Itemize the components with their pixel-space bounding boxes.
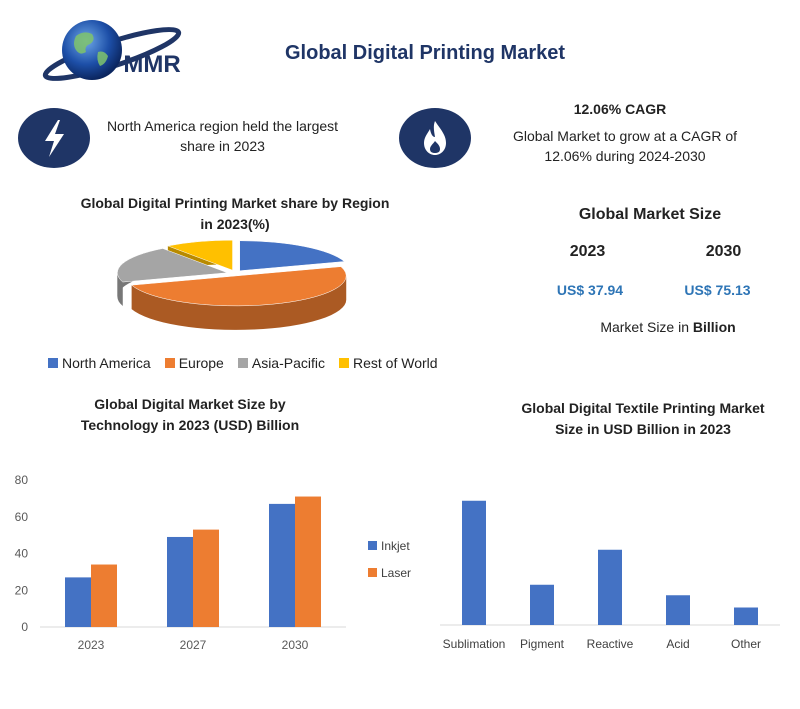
pie-slice-north-america [239,240,345,272]
market-size-value-2030: US$ 75.13 [684,282,751,298]
logo-text: MMR [123,51,180,78]
region-pie-chart [117,239,347,330]
x-tick-label: Other [731,637,761,651]
y-tick-label: 80 [15,473,29,487]
market-size-unit: Market Size in Billion [600,319,736,335]
y-tick-label: 40 [15,547,29,561]
bar-inkjet-2023 [65,577,91,627]
region-share-text: North America region held the largest sh… [106,118,339,154]
bar-pigment [530,584,554,625]
y-tick-label: 20 [15,583,29,597]
x-tick-label: Pigment [520,637,565,651]
lightning-icon [18,108,90,168]
legend-swatch-inkjet [368,541,377,550]
pie-slice-rest-of-world [166,239,233,271]
cagr-title: 12.06% CAGR [573,101,667,117]
market-size-title: Global Market Size [578,206,722,223]
bar-other [734,607,758,625]
textile-bar-chart: Sublimation Pigment Reactive Acid Other [440,500,780,651]
bar-laser-2027 [193,529,219,627]
legend-europe: Europe [164,355,224,371]
bar-laser-2030 [295,496,321,627]
market-size-value-2023: US$ 37.94 [556,282,624,298]
legend-laser: Laser [381,566,411,580]
market-size-year-2030: 2030 [705,243,742,260]
pie-slice-side-1 [131,275,347,330]
bar-laser-2023 [91,564,117,627]
legend-rest-of-world: Rest of World [339,355,438,371]
y-tick-label: 60 [15,510,29,524]
pie-legend: North America Europe Asia-Pacific Rest o… [48,355,438,371]
pie-slice-europe [130,266,347,307]
page-title: Global Digital Printing Market [284,42,566,64]
pie-slice-asia-pacific [117,248,228,283]
x-tick-label: 2027 [180,638,207,652]
bar-acid [666,595,690,625]
y-tick-label: 0 [21,620,28,634]
x-tick-label: 2023 [78,638,105,652]
pie-chart-title: Global Digital Printing Market share by … [80,195,390,232]
cagr-text: Global Market to grow at a CAGR of 12.06… [512,128,738,164]
legend-swatch-laser [368,568,377,577]
bar-sublimation [462,500,486,625]
legend-inkjet: Inkjet [381,539,410,553]
x-tick-label: Acid [666,637,689,651]
x-tick-label: Sublimation [443,637,506,651]
flame-icon [399,108,471,168]
bar-reactive [598,549,622,625]
bar-inkjet-2027 [167,536,193,627]
mmr-logo: MMR [42,20,182,81]
legend-north-america: North America [48,355,151,371]
x-tick-label: Reactive [587,637,634,651]
market-size-year-2023: 2023 [569,243,606,260]
x-tick-label: 2030 [282,638,309,652]
legend-asia-pacific: Asia-Pacific [237,355,325,371]
technology-chart-title: Global Digital Market Size by Technology… [80,396,300,433]
bar-inkjet-2030 [269,503,295,627]
textile-chart-title: Global Digital Textile Printing Market S… [521,400,765,437]
technology-bar-chart: 0 20 40 60 80 2023 2027 2030 Inkjet Laser [15,473,411,652]
